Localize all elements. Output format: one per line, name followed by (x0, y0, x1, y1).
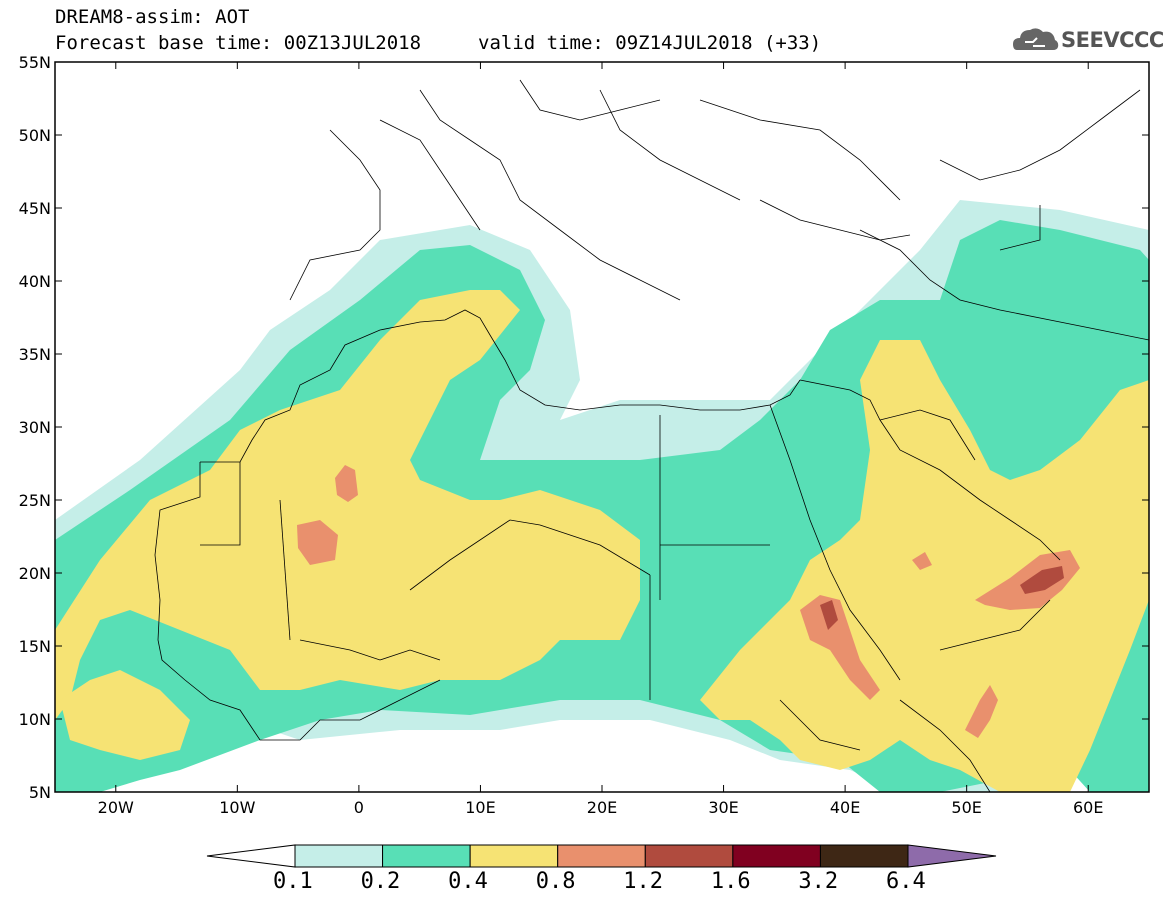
aot-region-0.8-algeria (335, 465, 358, 502)
product-title: DREAM8-assim: AOT (55, 6, 250, 28)
colorbar-level-label: 0.2 (360, 869, 401, 894)
lon-label-30E: 30E (708, 798, 738, 817)
aot-region-0.4-sahel (60, 670, 190, 760)
lon-label-0: 0 (354, 798, 364, 817)
lat-label-10N: 10N (19, 710, 51, 729)
cloud-icon (1013, 28, 1059, 50)
colorbar-swatch (644, 844, 734, 868)
valid-time-label: valid time: 09Z14JUL2018 (+33) (478, 32, 822, 54)
lat-label-50N: 50N (19, 126, 51, 145)
colorbar-level-label: 0.8 (535, 869, 576, 894)
aot-region-1.2-oman (1020, 566, 1064, 594)
base-time-label: Forecast base time: 00Z13JUL2018 (55, 32, 422, 54)
lon-label-10W: 10W (219, 798, 255, 817)
lat-label-25N: 25N (19, 491, 51, 510)
longitude-labels: 20W 10W 0 10E 20E 30E 40E 50E 60E (98, 798, 1104, 817)
colorbar-level-label: 3.2 (798, 869, 839, 894)
colorbar-extend-low (206, 844, 296, 868)
lon-label-60E: 60E (1073, 798, 1103, 817)
colorbar-level-label: 6.4 (886, 869, 926, 894)
lon-label-50E: 50E (951, 798, 981, 817)
logo-text: SEEVCCC (1061, 28, 1164, 52)
colorbar (206, 844, 997, 868)
lat-label-30N: 30N (19, 418, 51, 437)
aot-region-0.4 (55, 290, 640, 720)
seevccc-logo: SEEVCCC (1011, 20, 1164, 58)
latitude-labels: 55N 50N 45N 40N 35N 30N 25N 20N 15N 10N 5N (19, 53, 51, 802)
aot-region-1.2-redsea (820, 600, 838, 630)
colorbar-swatch (382, 844, 471, 868)
colorbar-swatch (469, 844, 559, 868)
lat-label-55N: 55N (19, 53, 51, 72)
aot-region-0.8-somalia (965, 685, 998, 738)
lat-label-35N: 35N (19, 345, 51, 364)
colorbar-swatch (294, 844, 384, 868)
aot-region-0.8-mali (297, 520, 338, 565)
aot-region-0.8-redsea (800, 595, 880, 700)
axis-ticks (55, 61, 1149, 793)
lon-label-20E: 20E (587, 798, 617, 817)
aot-region-0.8-yemen (912, 552, 932, 570)
lon-label-40E: 40E (830, 798, 860, 817)
coastlines-borders (154, 79, 1150, 793)
lat-label-5N: 5N (29, 783, 51, 802)
colorbar-level-label: 0.1 (273, 869, 313, 894)
colorbar-level-label: 1.2 (623, 869, 664, 894)
colorbar-swatch (732, 844, 821, 868)
lat-label-40N: 40N (19, 272, 51, 291)
colorbar-swatch (819, 844, 909, 868)
lon-label-20W: 20W (98, 798, 134, 817)
colorbar-extend-high (907, 844, 997, 868)
colorbar-swatch (557, 844, 646, 868)
colorbar-level-label: 0.4 (448, 869, 488, 894)
colorbar-level-label: 1.6 (710, 869, 751, 894)
lon-label-10E: 10E (465, 798, 495, 817)
lat-label-20N: 20N (19, 564, 51, 583)
lat-label-45N: 45N (19, 199, 51, 218)
lat-label-15N: 15N (19, 637, 51, 656)
